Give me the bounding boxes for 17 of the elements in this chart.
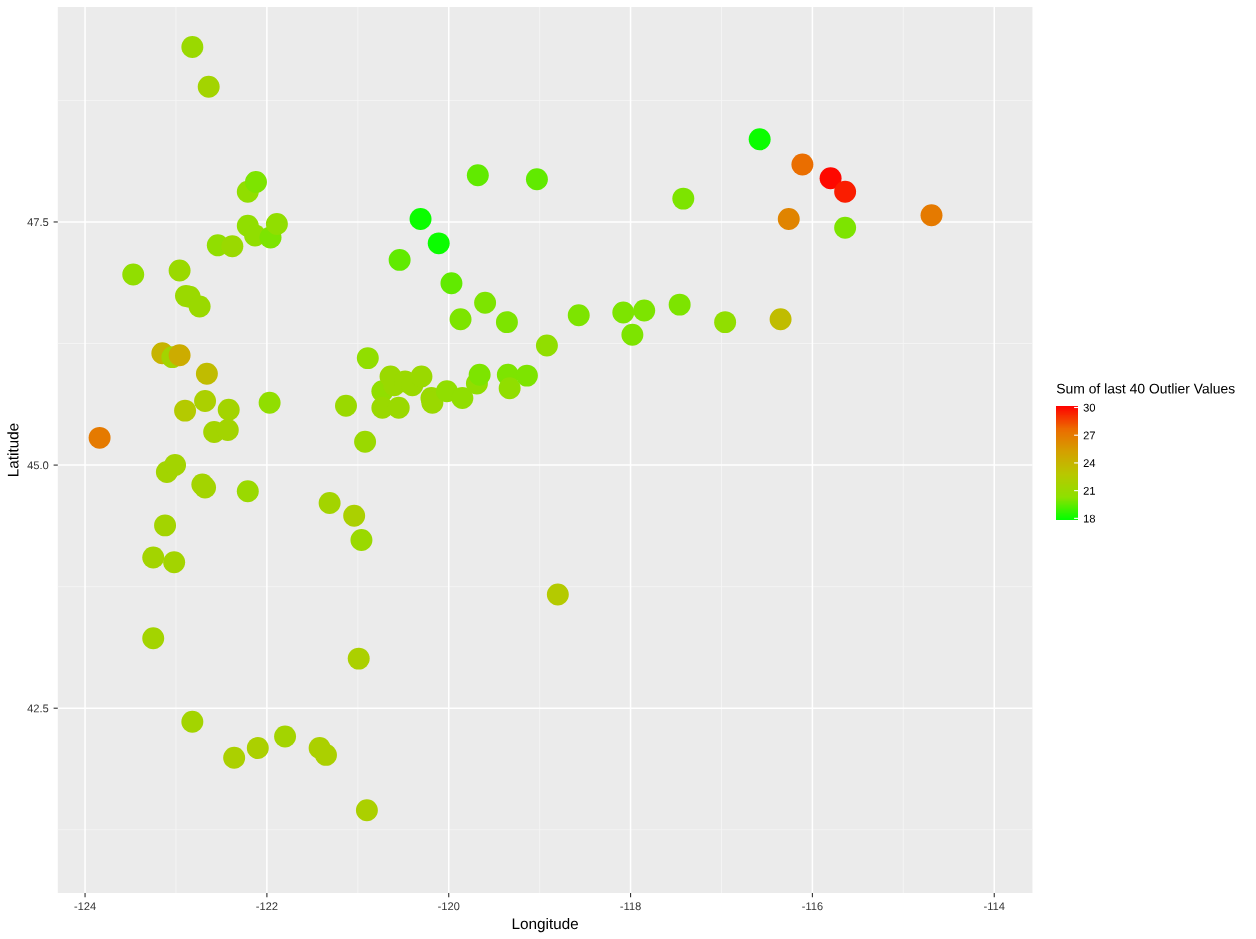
y-axis-title: Latitude <box>7 423 19 476</box>
x-tick-label: -114 <box>984 902 1005 911</box>
x-tick-label: -120 <box>438 902 460 911</box>
color-bar-label: 30 <box>1083 403 1096 412</box>
y-tick-label: 47.5 <box>27 218 49 227</box>
x-tick-label: -124 <box>74 902 96 911</box>
x-axis-title: Longitude <box>512 917 578 933</box>
color-bar-title: Sum of last 40 Outlier Values <box>1056 383 1235 394</box>
x-tick-label: -116 <box>802 902 823 911</box>
y-tick-label: 42.5 <box>27 704 49 713</box>
x-tick-label: -122 <box>256 902 278 911</box>
color-bar-label: 21 <box>1083 486 1095 495</box>
y-tick-label: 45.0 <box>27 461 49 470</box>
x-tick-label: -118 <box>620 902 641 911</box>
color-bar-label: 24 <box>1083 459 1096 467</box>
color-bar-label: 18 <box>1083 514 1096 523</box>
color-bar-label: 27 <box>1083 431 1095 440</box>
